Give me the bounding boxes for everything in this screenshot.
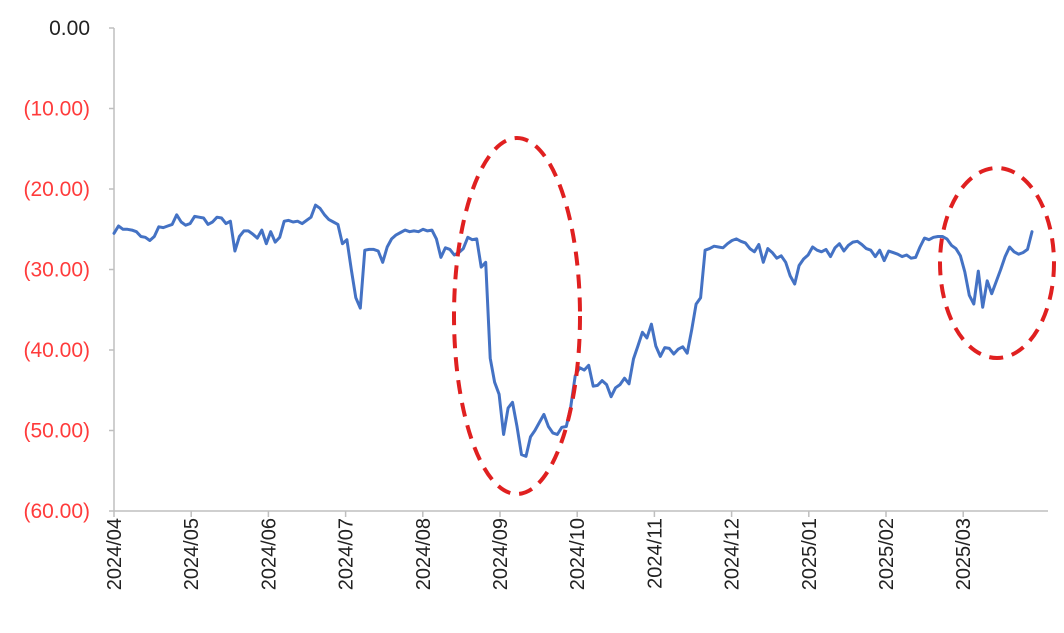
annotation-layer [452, 136, 1056, 496]
x-tick-label: 2024/11 [644, 518, 666, 589]
highlight-ellipse [938, 166, 1056, 360]
x-tick-label: 2024/04 [104, 518, 126, 590]
y-tick-label: (20.00) [23, 178, 90, 201]
y-tick-label: (10.00) [23, 98, 90, 121]
y-tick-label: (40.00) [23, 339, 90, 362]
x-tick-label: 2024/05 [181, 518, 203, 590]
x-tick-label: 2024/10 [567, 518, 589, 590]
x-tick-label: 2024/07 [336, 518, 358, 590]
y-tick-label: (60.00) [23, 500, 90, 523]
x-tick-label: 2024/09 [490, 518, 512, 590]
x-axis: 2024/04 2024/05 2024/06 2024/07 2024/08 2024/… [104, 510, 1048, 590]
x-tick-label: 2025/03 [953, 518, 975, 590]
highlight-ellipse [452, 136, 582, 496]
y-tick-label: 0.00 [49, 17, 90, 40]
x-tick-label: 2024/08 [413, 518, 435, 590]
x-tick-label: 2024/06 [258, 518, 280, 590]
y-axis: 0.00 (10.00) (20.00) (30.00) (40.00) (50.00) (… [23, 17, 115, 523]
y-tick-label: (50.00) [23, 420, 90, 443]
x-tick-label: 2025/02 [876, 518, 898, 590]
x-tick-label: 2025/01 [799, 518, 821, 590]
x-tick-label: 2024/12 [722, 518, 744, 590]
y-tick-label: (30.00) [23, 259, 90, 282]
